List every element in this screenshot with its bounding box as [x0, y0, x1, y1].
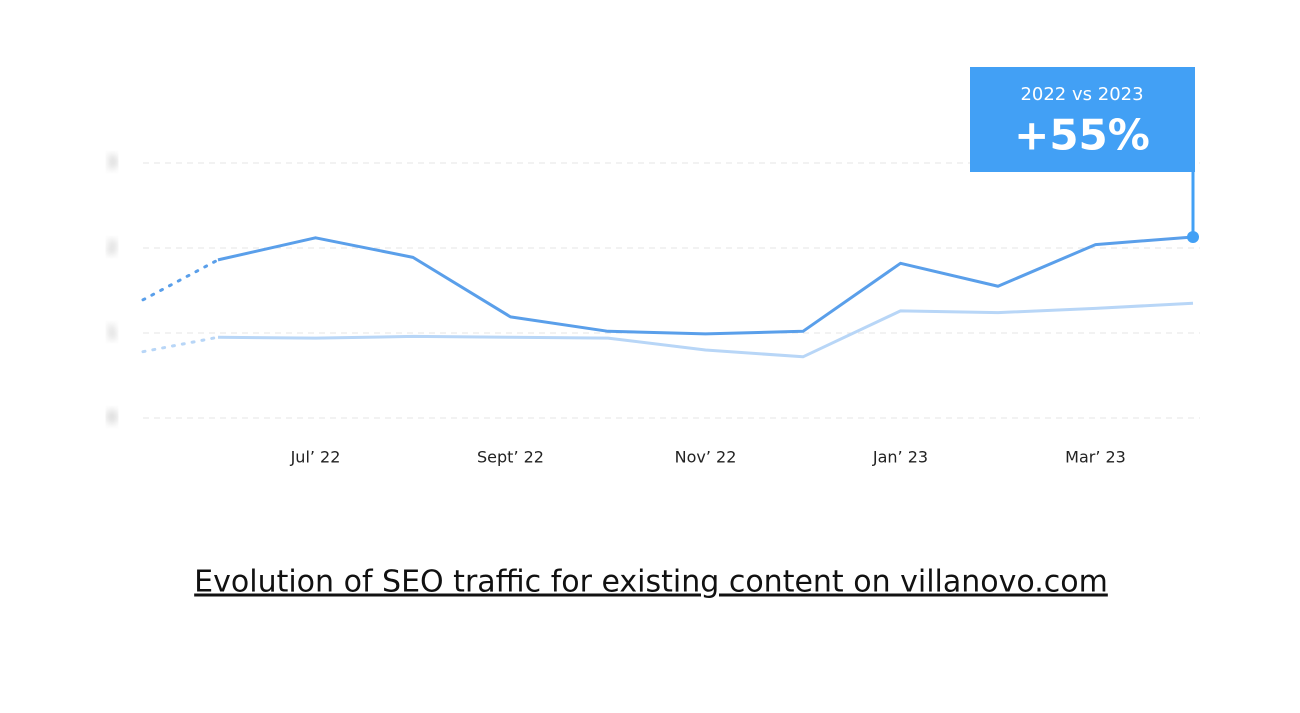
annotation-title: 2022 vs 2023 [1020, 84, 1143, 105]
line-lead [141, 258, 220, 302]
x-tick-label: Sept’ 22 [477, 448, 544, 467]
x-tick-label: Mar’ 23 [1065, 448, 1126, 467]
point [1187, 230, 1199, 243]
annotation-value: +55% [1014, 111, 1150, 160]
y-tick-label: 1 [107, 323, 117, 342]
y-tick-label: 3 [107, 153, 117, 172]
x-tick-label: Jul’ 22 [290, 448, 341, 467]
y-tick-label: 2 [107, 238, 117, 257]
caption: Evolution of SEO traffic for existing co… [194, 565, 1108, 600]
line [217, 235, 1194, 336]
line [217, 301, 1194, 359]
annotation-box [970, 67, 1195, 172]
x-tick-label: Jan’ 23 [872, 448, 928, 467]
x-tick-label: Nov’ 22 [675, 448, 737, 467]
y-tick-label: 0 [107, 408, 117, 427]
line-lead [141, 335, 220, 354]
